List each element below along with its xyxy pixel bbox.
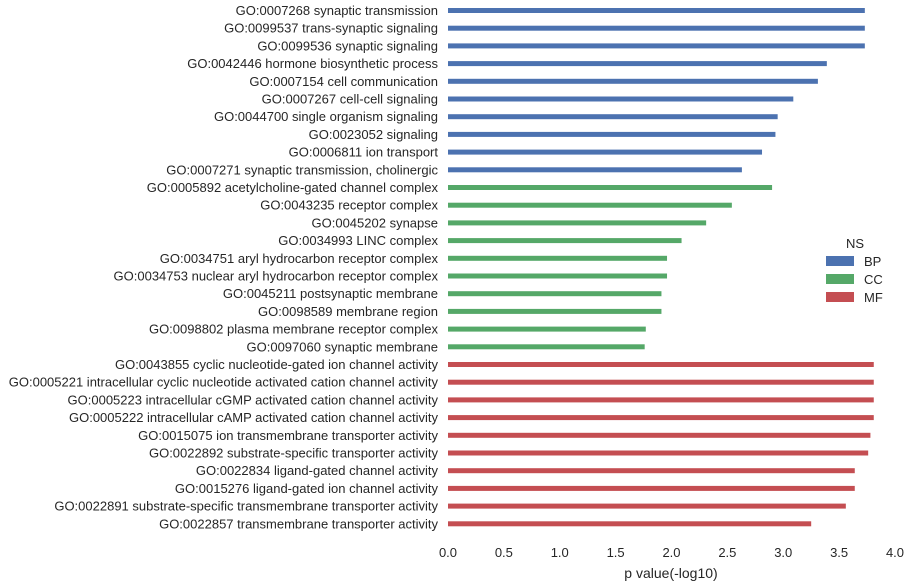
y-tick-label: GO:0023052 signaling bbox=[309, 127, 438, 142]
y-tick-label: GO:0045202 synapse bbox=[312, 215, 438, 230]
y-tick-label: GO:0007268 synaptic transmission bbox=[236, 3, 438, 18]
x-tick-label: 3.0 bbox=[774, 545, 792, 560]
x-tick-label: 4.0 bbox=[886, 545, 904, 560]
y-tick-label: GO:0022834 ligand-gated channel activity bbox=[196, 463, 439, 478]
y-tick-label: GO:0044700 single organism signaling bbox=[214, 109, 438, 124]
bar-cc bbox=[448, 326, 646, 332]
bar-bp bbox=[448, 61, 827, 67]
legend-label-cc: CC bbox=[864, 272, 883, 287]
y-tick-label: GO:0099537 trans-synaptic signaling bbox=[224, 21, 438, 36]
bar-mf bbox=[448, 468, 855, 474]
x-tick-label: 3.5 bbox=[830, 545, 848, 560]
bar-mf bbox=[448, 362, 874, 367]
bar-mf bbox=[448, 521, 812, 527]
y-tick-label: GO:0015276 ligand-gated ion channel acti… bbox=[175, 481, 439, 496]
x-tick-label: 2.5 bbox=[718, 545, 736, 560]
y-tick-label: GO:0097060 synaptic membrane bbox=[247, 339, 439, 354]
x-tick-label: 2.0 bbox=[662, 545, 680, 560]
bar-bp bbox=[448, 25, 865, 31]
y-tick-label: GO:0045211 postsynaptic membrane bbox=[223, 286, 438, 301]
legend-swatch-cc bbox=[826, 274, 854, 284]
legend-swatch-bp bbox=[826, 256, 854, 266]
y-tick-label: GO:0099536 synaptic signaling bbox=[257, 38, 438, 53]
legend-label-mf: MF bbox=[864, 290, 883, 305]
bar-cc bbox=[448, 255, 668, 261]
x-axis-ticks: 0.0 0.5 1.0 1.5 2.0 2.5 3.0 3.5 4.0 bbox=[439, 545, 904, 560]
bar-mf bbox=[448, 485, 855, 491]
y-tick-label: GO:0043855 cyclic nucleotide-gated ion c… bbox=[115, 357, 439, 372]
bar-mf bbox=[448, 415, 874, 421]
x-axis-label: p value(-log10) bbox=[624, 565, 717, 581]
y-tick-label: GO:0005892 acetylcholine-gated channel c… bbox=[147, 180, 439, 195]
y-tick-label: GO:0022857 transmembrane transporter act… bbox=[159, 516, 438, 531]
legend-title: NS bbox=[846, 236, 864, 251]
bar-cc bbox=[448, 202, 732, 208]
bar-cc bbox=[448, 344, 645, 350]
bar-bp bbox=[448, 149, 763, 155]
legend: NS BP CC MF bbox=[826, 236, 883, 305]
bars-layer bbox=[448, 8, 874, 527]
y-tick-label: GO:0007154 cell communication bbox=[249, 74, 438, 89]
bar-bp bbox=[448, 131, 776, 137]
x-tick-label: 1.0 bbox=[551, 545, 569, 560]
y-tick-label: GO:0007267 cell-cell signaling bbox=[262, 92, 438, 107]
y-tick-label: GO:0043235 receptor complex bbox=[260, 198, 438, 213]
y-axis-labels: GO:0007268 synaptic transmission GO:00995… bbox=[9, 3, 439, 531]
bar-cc bbox=[448, 291, 662, 297]
y-tick-label: GO:0098802 plasma membrane receptor comp… bbox=[149, 322, 439, 337]
y-tick-label: GO:0006811 ion transport bbox=[289, 145, 439, 160]
bar-mf bbox=[448, 379, 874, 385]
y-tick-label: GO:0098589 membrane region bbox=[258, 304, 438, 319]
y-tick-label: GO:0005223 intracellular cGMP activated … bbox=[68, 392, 439, 407]
bar-mf bbox=[448, 503, 846, 509]
y-tick-label: GO:0034753 nuclear aryl hydrocarbon rece… bbox=[114, 269, 439, 284]
y-tick-label: GO:0022892 substrate-specific transporte… bbox=[149, 446, 439, 461]
y-tick-label: GO:0005222 intracellular cAMP activated … bbox=[69, 410, 439, 425]
bar-cc bbox=[448, 308, 662, 314]
legend-label-bp: BP bbox=[864, 254, 881, 269]
bar-bp bbox=[448, 114, 778, 120]
bar-cc bbox=[448, 185, 773, 190]
bar-bp bbox=[448, 78, 818, 84]
bar-cc bbox=[448, 220, 707, 226]
x-tick-label: 0.0 bbox=[439, 545, 457, 560]
bar-cc bbox=[448, 273, 668, 279]
bar-bp bbox=[448, 43, 865, 49]
bar-cc bbox=[448, 238, 682, 244]
legend-swatch-mf bbox=[826, 292, 854, 302]
bar-mf bbox=[448, 450, 869, 456]
x-tick-label: 1.5 bbox=[607, 545, 625, 560]
y-tick-label: GO:0034751 aryl hydrocarbon receptor com… bbox=[160, 251, 439, 266]
bar-bp bbox=[448, 167, 742, 173]
y-tick-label: GO:0015075 ion transmembrane transporter… bbox=[138, 428, 438, 443]
bar-bp bbox=[448, 8, 865, 13]
bar-bp bbox=[448, 96, 794, 102]
y-tick-label: GO:0007271 synaptic transmission, cholin… bbox=[166, 162, 438, 177]
y-tick-label: GO:0034993 LINC complex bbox=[278, 233, 438, 248]
y-tick-label: GO:0005221 intracellular cyclic nucleoti… bbox=[9, 375, 439, 390]
y-tick-label: GO:0022891 substrate-specific transmembr… bbox=[54, 499, 438, 514]
x-tick-label: 0.5 bbox=[495, 545, 513, 560]
bar-mf bbox=[448, 432, 871, 438]
bar-mf bbox=[448, 397, 874, 403]
y-tick-label: GO:0042446 hormone biosynthetic process bbox=[187, 56, 438, 71]
